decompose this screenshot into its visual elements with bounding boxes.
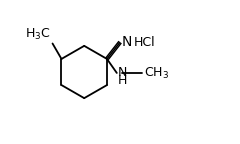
Text: H$_3$C: H$_3$C xyxy=(25,27,51,42)
Text: CH$_3$: CH$_3$ xyxy=(144,66,169,81)
Text: HCl: HCl xyxy=(133,36,155,49)
Text: N: N xyxy=(122,35,132,49)
Text: N: N xyxy=(118,66,127,79)
Text: H: H xyxy=(118,74,127,87)
